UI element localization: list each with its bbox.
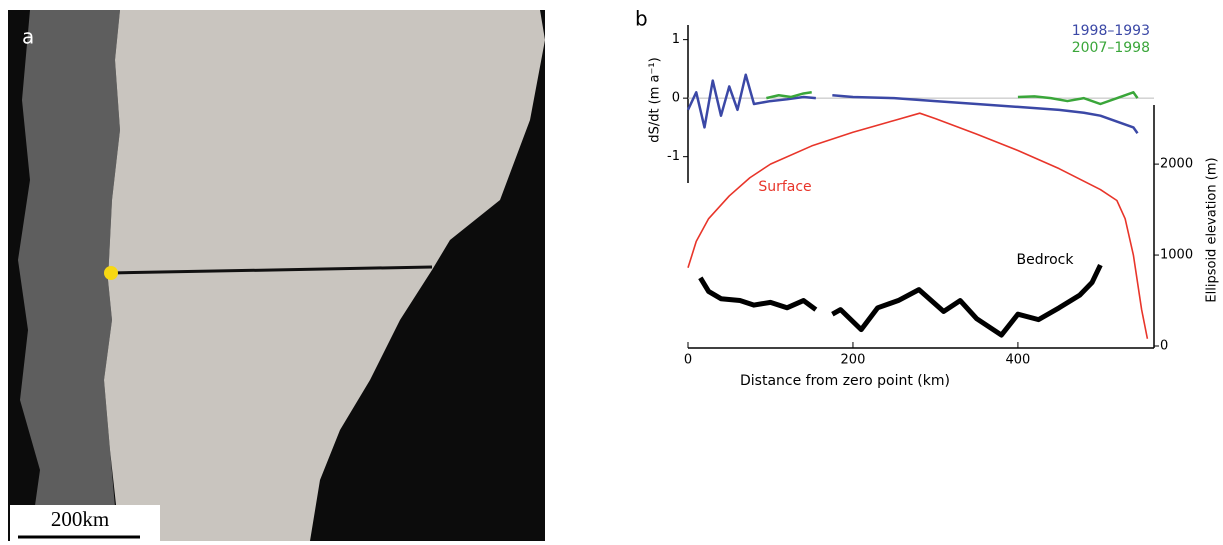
y2-tick-label: 0 (1160, 339, 1168, 354)
x-tick-label: 0 (684, 353, 692, 368)
series-line (686, 73, 1139, 134)
panel-b: b Distance from zero point (km) dS/dt (m… (635, 7, 1220, 390)
chart-title: b (635, 7, 648, 31)
panel-a: a 200km (8, 10, 545, 541)
transect (109, 265, 433, 275)
y2-tick-label: 1000 (1160, 248, 1193, 263)
x-axis-label: Distance from zero point (km) (740, 373, 950, 389)
y-axis-label: dS/dt (m a⁻¹) (648, 57, 663, 142)
panel-label: a (22, 25, 34, 49)
series-label: Surface (758, 179, 811, 195)
ice-sheet (104, 10, 545, 541)
series-line (687, 112, 1149, 339)
scale-bar-label: 200km (51, 507, 109, 531)
series-label: Bedrock (1017, 252, 1075, 268)
legend-label: 2007–1998 (1072, 40, 1150, 56)
legend-label: 1998–1993 (1072, 23, 1150, 39)
zero-point (104, 266, 118, 280)
x-tick-label: 200 (841, 353, 866, 368)
y-tick-label: 1 (672, 32, 680, 47)
series-line (698, 263, 1103, 338)
y-tick-label: -1 (667, 149, 680, 164)
scale-bar-box (10, 505, 160, 541)
series-line (766, 91, 1139, 106)
west-coast (18, 10, 120, 541)
x-tick-label: 400 (1005, 353, 1030, 368)
y2-tick-label: 2000 (1160, 157, 1193, 172)
y-tick-label: 0 (672, 91, 680, 106)
y2-axis-label: Ellipsoid elevation (m) (1205, 157, 1220, 302)
